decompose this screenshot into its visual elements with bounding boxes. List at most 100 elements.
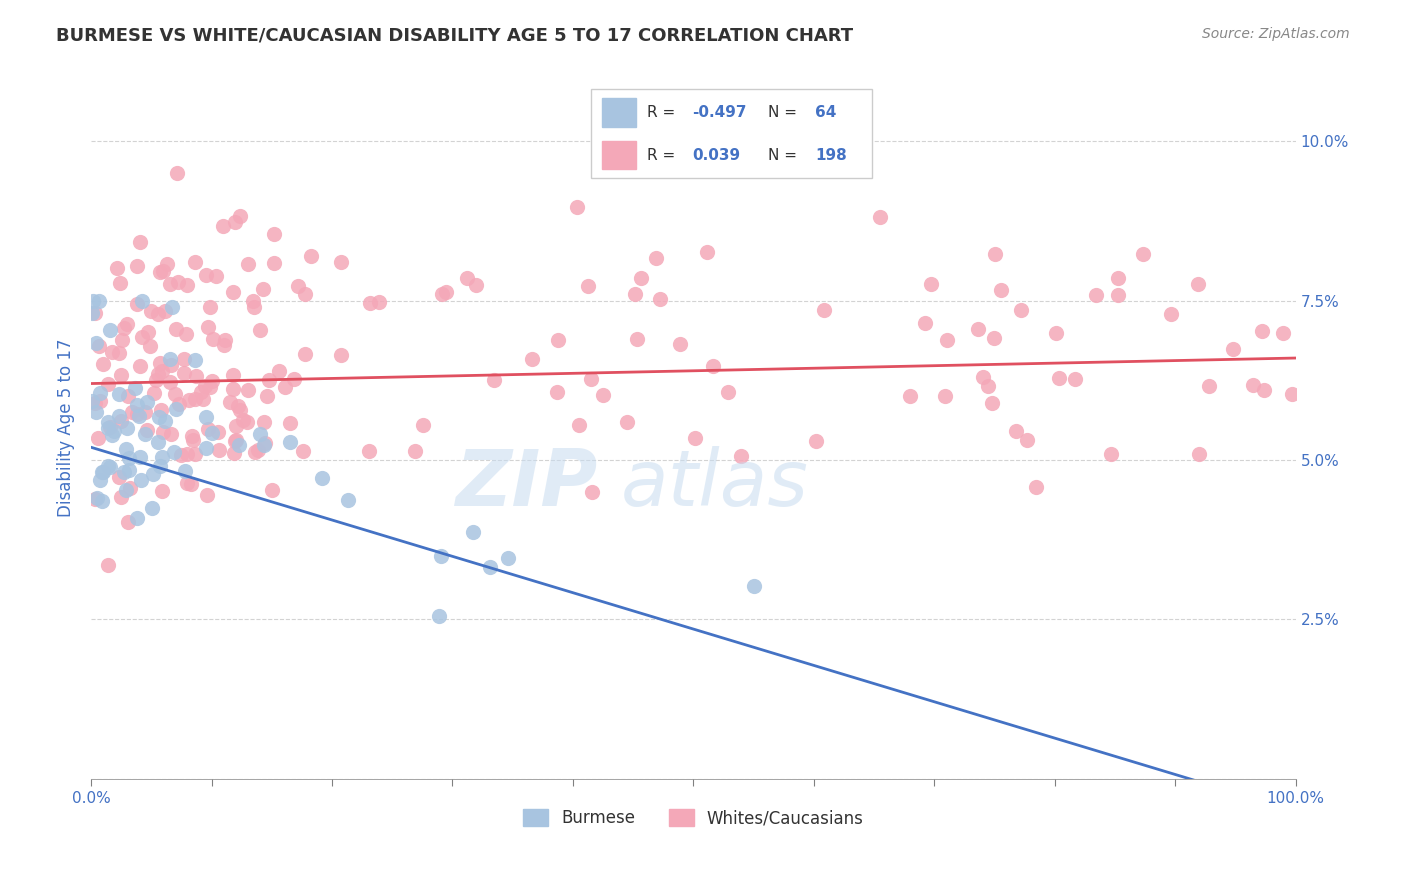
Point [84, 405, 107, 419]
Point [84, 335, 107, 350]
Point [981, 396, 1004, 410]
Point [246, 442, 269, 457]
Point [183, 255, 205, 269]
Point [311, 471, 333, 485]
Point [1084, 288, 1107, 302]
Point [112, 465, 135, 479]
Point [496, 551, 519, 566]
Point [1063, 371, 1085, 385]
Point [131, 473, 153, 487]
Point [669, 337, 692, 351]
Point [118, 481, 141, 495]
Point [294, 287, 316, 301]
Point [184, 352, 207, 367]
Legend: Burmese, Whites/Caucasians: Burmese, Whites/Caucasians [516, 802, 870, 834]
Point [131, 329, 153, 343]
Point [201, 374, 224, 388]
Text: ZIP: ZIP [454, 446, 598, 523]
Point [128, 450, 150, 464]
Point [198, 300, 221, 314]
Point [117, 515, 139, 529]
Point [143, 386, 166, 401]
Point [645, 252, 668, 266]
Point [934, 389, 956, 403]
Point [204, 269, 226, 284]
Point [434, 285, 457, 300]
Point [110, 490, 132, 504]
Point [114, 442, 136, 457]
Point [278, 416, 301, 430]
Point [136, 326, 159, 340]
Point [329, 254, 352, 268]
Point [717, 385, 740, 400]
Point [108, 277, 131, 291]
Point [1045, 326, 1067, 341]
Point [131, 293, 153, 308]
Point [253, 438, 276, 452]
Point [160, 358, 183, 372]
Point [87, 431, 110, 445]
Point [292, 444, 315, 458]
Point [683, 431, 706, 445]
Point [977, 378, 1000, 392]
Point [967, 322, 990, 336]
Point [1251, 324, 1274, 338]
Point [212, 219, 235, 233]
Point [173, 464, 195, 478]
Point [624, 286, 647, 301]
Point [224, 446, 246, 460]
Point [249, 427, 271, 442]
Point [166, 275, 188, 289]
Point [1272, 326, 1295, 340]
Point [176, 277, 198, 292]
Point [359, 296, 381, 310]
Point [1049, 370, 1071, 384]
Point [165, 402, 187, 417]
Point [368, 294, 391, 309]
Point [813, 302, 835, 317]
Point [184, 447, 207, 461]
Point [101, 345, 124, 359]
Point [702, 359, 724, 373]
Point [176, 475, 198, 490]
Point [148, 307, 170, 321]
Point [225, 419, 247, 434]
Point [90, 466, 112, 480]
Point [1099, 447, 1122, 461]
Point [127, 407, 149, 421]
Point [128, 235, 150, 249]
Point [139, 304, 162, 318]
Point [983, 247, 1005, 261]
Point [107, 409, 129, 423]
Point [125, 398, 148, 412]
Point [1253, 384, 1275, 398]
Point [110, 368, 132, 383]
Point [1025, 479, 1047, 493]
Point [222, 285, 245, 299]
Point [214, 334, 236, 348]
Point [115, 317, 138, 331]
Point [101, 428, 124, 442]
Point [224, 434, 246, 448]
Point [127, 511, 149, 525]
Point [149, 265, 172, 279]
Point [1107, 287, 1129, 301]
Point [97, 458, 120, 473]
Point [90, 494, 112, 508]
Point [89, 386, 111, 401]
Point [87, 339, 110, 353]
Point [190, 385, 212, 400]
Point [195, 268, 218, 282]
Point [1222, 342, 1244, 356]
Point [197, 422, 219, 436]
Point [238, 383, 260, 397]
Point [200, 380, 222, 394]
Point [252, 282, 274, 296]
Point [648, 293, 671, 307]
Point [110, 414, 132, 428]
Point [181, 434, 204, 448]
Bar [602, 141, 636, 169]
Y-axis label: Disability Age 5 to 17: Disability Age 5 to 17 [58, 339, 75, 517]
Point [696, 245, 718, 260]
Point [461, 525, 484, 540]
